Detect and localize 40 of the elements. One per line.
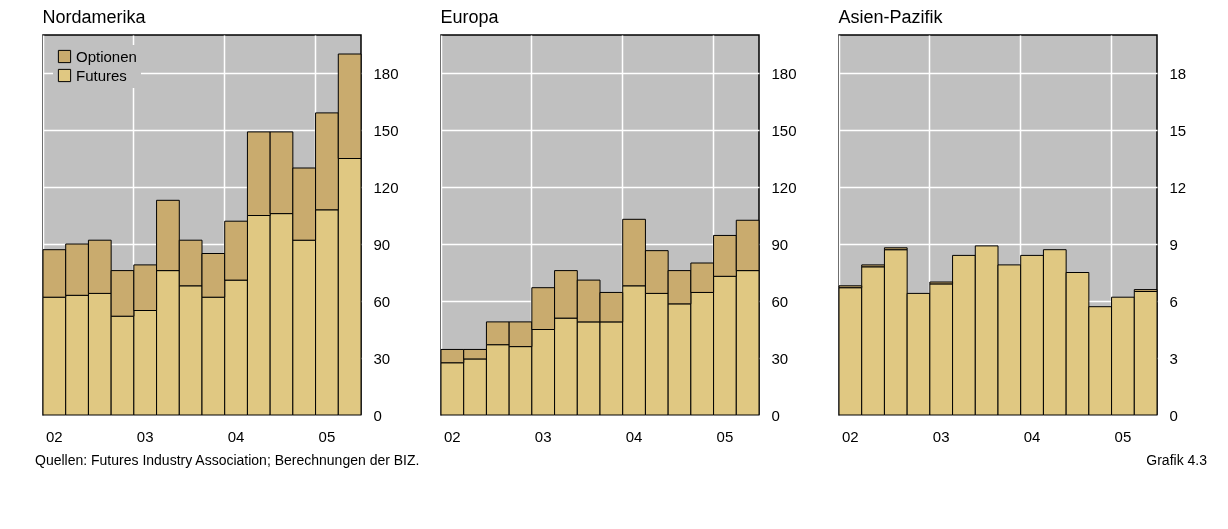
y-tick-label: 6 xyxy=(1169,292,1178,310)
y-tick-label: 180 xyxy=(373,64,399,82)
y-tick-label: 90 xyxy=(771,235,789,253)
y-tick-label: 90 xyxy=(373,235,391,253)
y-tick-label: 18 xyxy=(1169,64,1187,82)
x-tick-label: 02 xyxy=(46,427,63,445)
chart-title: Nordamerika xyxy=(42,7,147,27)
x-tick-label: 03 xyxy=(534,427,552,445)
x-tick-label: 04 xyxy=(227,427,245,445)
y-tick-label: 60 xyxy=(771,292,789,310)
source-note: Quellen: Futures Industry Association; Berechnungen der BIZ. xyxy=(35,452,420,468)
y-tick-label: 30 xyxy=(373,349,391,367)
x-tick-label: 02 xyxy=(444,427,461,445)
x-tick-label: 04 xyxy=(625,427,643,445)
y-tick-label: 3 xyxy=(1169,349,1178,367)
text: Grafik 4.3 xyxy=(1146,452,1208,468)
y-tick-label: 120 xyxy=(771,178,797,196)
y-tick-label: 15 xyxy=(1169,121,1187,139)
x-tick-label: 04 xyxy=(1023,427,1041,445)
y-tick-label: 0 xyxy=(1169,406,1178,424)
x-tick-label: 03 xyxy=(932,427,950,445)
chart-title: Asien-Pazifik xyxy=(838,7,944,27)
y-tick-label: 0 xyxy=(771,406,780,424)
x-tick-label: 03 xyxy=(136,427,154,445)
y-tick-label: 30 xyxy=(771,349,789,367)
y-tick-label: 12 xyxy=(1169,178,1187,196)
y-tick-label: 150 xyxy=(771,121,797,139)
y-tick-label: 120 xyxy=(373,178,399,196)
y-tick-label: 180 xyxy=(771,64,797,82)
chart-title: Europa xyxy=(440,7,500,27)
y-tick-label: 0 xyxy=(373,406,382,424)
legend-label: Futures xyxy=(76,66,127,84)
x-tick-label: 02 xyxy=(842,427,859,445)
y-tick-label: 150 xyxy=(373,121,399,139)
x-tick-label: 05 xyxy=(1114,427,1132,445)
y-tick-label: 60 xyxy=(373,292,391,310)
y-tick-label: 9 xyxy=(1169,235,1178,253)
legend-label: Optionen xyxy=(76,47,137,65)
x-tick-label: 05 xyxy=(318,427,336,445)
x-tick-label: 05 xyxy=(716,427,734,445)
